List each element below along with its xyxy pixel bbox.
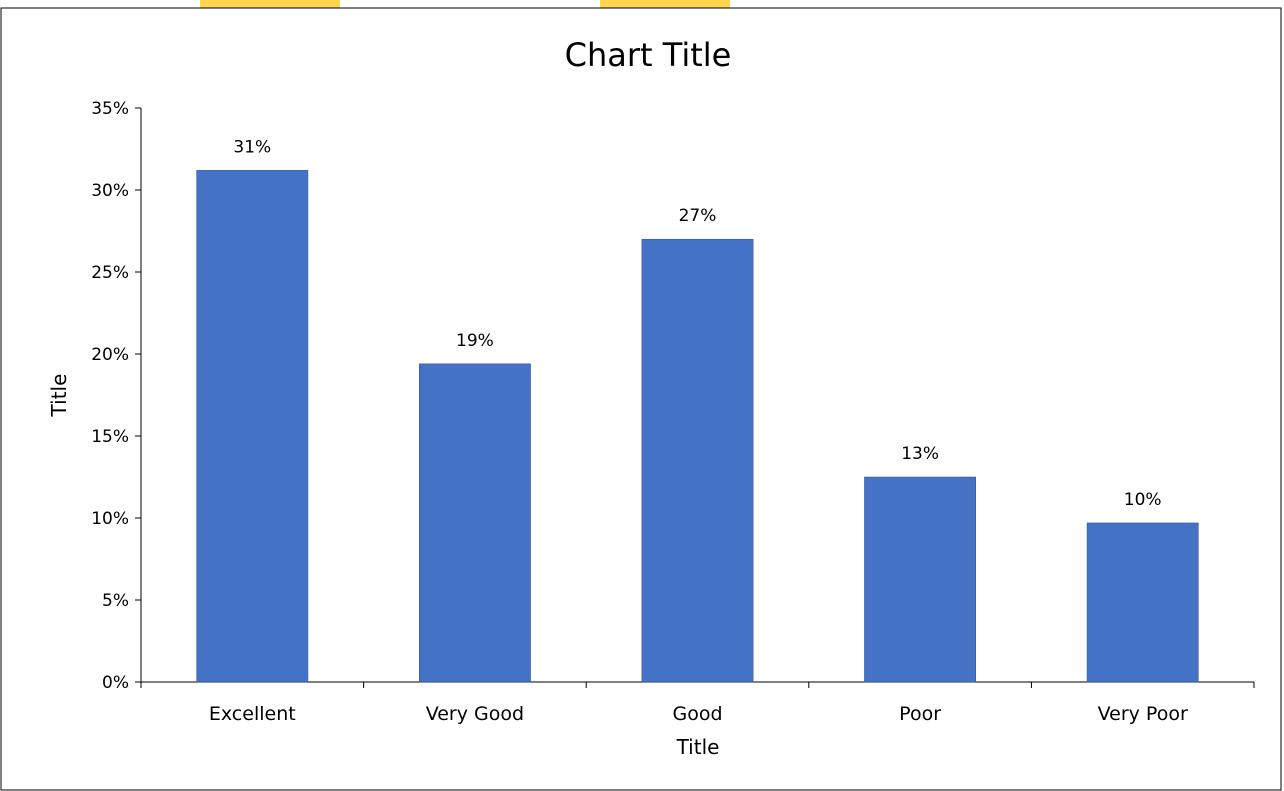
x-tick-label: Very Good [426, 703, 524, 725]
bar-poor [864, 476, 977, 683]
y-tick-label: 35% [91, 99, 129, 119]
data-label: 13% [901, 444, 939, 464]
x-axis-title: Title [676, 735, 720, 759]
y-axis-title: Title [47, 374, 71, 418]
bar-very-poor [1086, 522, 1199, 683]
data-label: 19% [456, 331, 494, 351]
x-tick-label: Good [672, 703, 722, 725]
bar-very-good [419, 363, 531, 683]
x-tick-label: Excellent [209, 703, 296, 725]
bar-good [641, 238, 754, 683]
data-label: 31% [233, 137, 271, 157]
x-tick-label: Poor [899, 703, 941, 725]
y-tick-label: 0% [102, 673, 129, 693]
y-tick-label: 5% [102, 591, 129, 611]
data-label: 10% [1124, 490, 1162, 510]
chart-title: Chart Title [565, 36, 732, 74]
y-tick-label: 20% [91, 345, 129, 365]
y-tick-label: 15% [91, 427, 129, 447]
bar-excellent [196, 170, 309, 683]
background-stripe-left [200, 0, 340, 8]
y-tick-label: 30% [91, 181, 129, 201]
data-label: 27% [679, 206, 717, 226]
plot-area: 0% 5% 10% 15% 20% 25% 30% 35% 31% Excellent 19% Ver… [91, 99, 1255, 725]
y-tick-label: 10% [91, 509, 129, 529]
background-stripe-right [600, 0, 730, 8]
y-tick-label: 25% [91, 263, 129, 283]
x-tick-label: Very Poor [1098, 703, 1188, 725]
